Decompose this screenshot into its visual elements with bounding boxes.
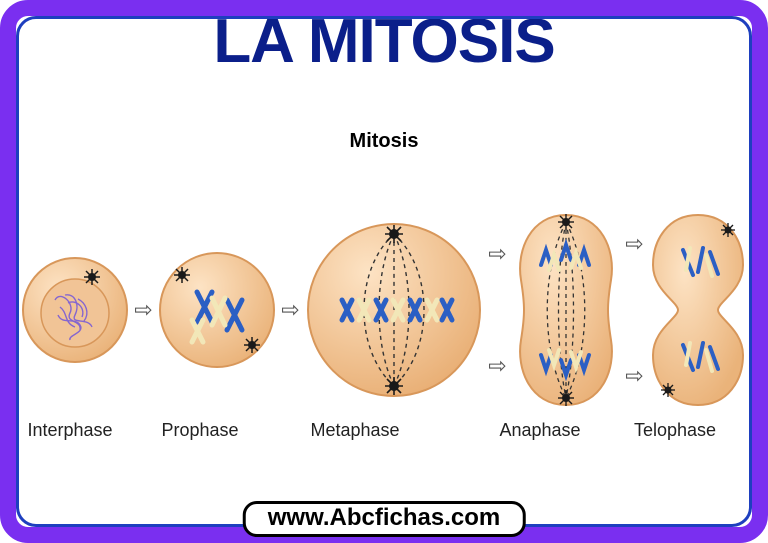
phase-label: Metaphase <box>295 420 415 441</box>
page-title: LA MITOSIS <box>0 6 768 77</box>
phase-label: Anaphase <box>480 420 600 441</box>
phase-label: Telophase <box>615 420 735 441</box>
arrow-icon: ⇨ <box>134 299 152 321</box>
cell-telophase <box>648 210 748 410</box>
interphase-cell-svg <box>20 255 130 365</box>
phase-label: Prophase <box>140 420 260 441</box>
cell-metaphase <box>304 220 484 400</box>
arrow-icon: ⇨ <box>281 299 299 321</box>
cell-prophase <box>157 250 277 370</box>
arrow-icon: ⇨ <box>488 243 506 265</box>
prophase-cell-svg <box>157 250 277 370</box>
metaphase-cell-svg <box>304 220 484 400</box>
telophase-cell-svg <box>648 210 748 410</box>
arrow-icon: ⇨ <box>488 355 506 377</box>
phase-label: Interphase <box>10 420 130 441</box>
arrow-icon: ⇨ <box>625 365 643 387</box>
mitosis-diagram: ⇨ <box>20 180 748 440</box>
cell-anaphase <box>511 210 621 410</box>
watermark: www.Abcfichas.com <box>243 501 526 537</box>
diagram-subtitle: Mitosis <box>0 130 768 153</box>
anaphase-cell-svg <box>511 210 621 410</box>
cell-interphase <box>20 255 130 365</box>
arrow-icon: ⇨ <box>625 233 643 255</box>
